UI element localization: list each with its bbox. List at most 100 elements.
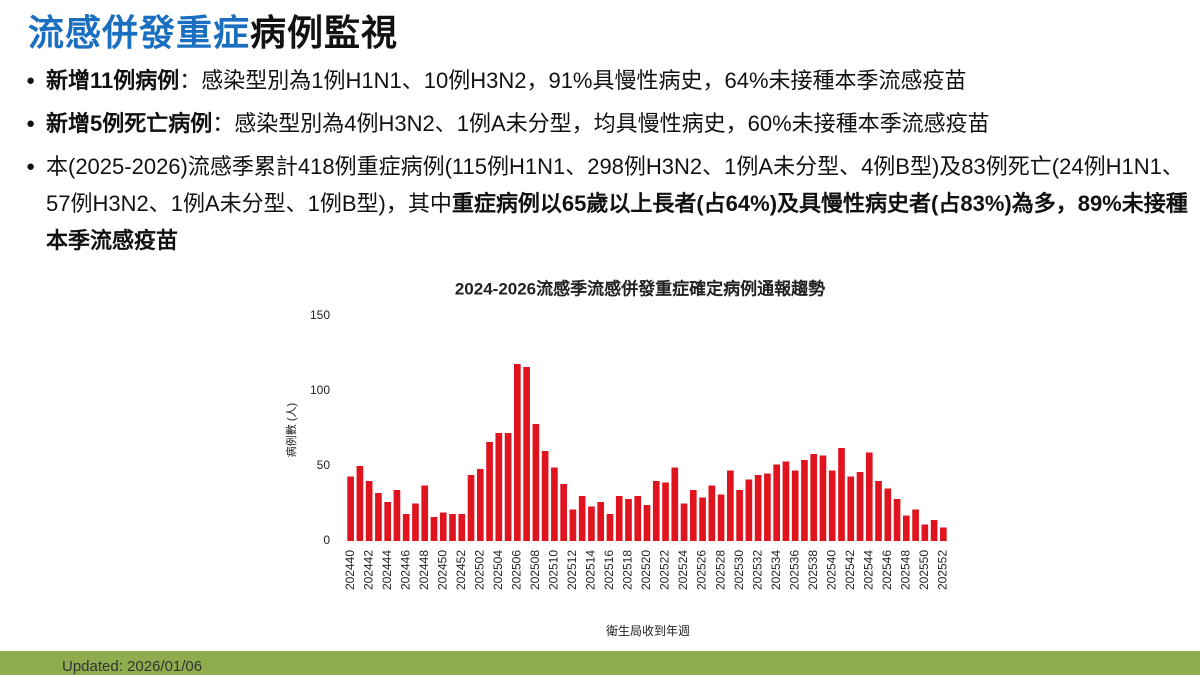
- x-tick-label: 202536: [787, 550, 801, 590]
- chart-title: 2024-2026流感季流感併發重症確定病例通報趨勢: [455, 278, 825, 298]
- x-tick-label: 202544: [861, 550, 875, 590]
- bar: [865, 452, 873, 541]
- bullet: 新增11例病例：感染型別為1例H1N1、10例H3N2，91%具慢性病史，64%…: [26, 62, 1191, 99]
- chart: 2024-2026流感季流感併發重症確定病例通報趨勢 病例數 (人) 衛生局收到…: [284, 278, 950, 638]
- bullet-list: 新增11例病例：感染型別為1例H1N1、10例H3N2，91%具慢性病史，64%…: [26, 62, 1191, 265]
- footer-bar: [0, 651, 1200, 675]
- bar: [421, 485, 429, 541]
- title-part: 病例監視: [250, 12, 399, 53]
- bar: [606, 514, 614, 541]
- x-tick-label: 202512: [565, 550, 579, 590]
- bar: [551, 467, 558, 541]
- bullet: 新增5例死亡病例：感染型別為4例H3N2、1例A未分型，均具慢性病史，60%未接…: [26, 105, 1191, 142]
- bar: [458, 514, 466, 541]
- bar: [569, 509, 577, 541]
- bar: [754, 475, 762, 541]
- x-tick-label: 202538: [806, 550, 820, 590]
- bar: [560, 484, 567, 541]
- bar: [745, 479, 753, 541]
- x-tick-label: 202440: [343, 550, 357, 590]
- x-tick-label: 202534: [769, 550, 783, 590]
- bar: [893, 499, 901, 541]
- x-tick-label: 202450: [435, 550, 449, 590]
- bar: [838, 448, 845, 541]
- bar: [439, 512, 447, 541]
- bar: [514, 364, 521, 541]
- text: 本(2025-2026)流感季累計418例重症病例(115例H1N1、298例H…: [46, 154, 1184, 216]
- bar: [384, 502, 392, 541]
- x-tick-label: 202448: [417, 550, 431, 590]
- bar: [699, 497, 706, 541]
- bar: [375, 493, 382, 541]
- bar: [652, 481, 660, 541]
- x-tick-label: 202526: [695, 550, 709, 590]
- bar: [347, 476, 354, 541]
- bar: [532, 424, 540, 541]
- bold-text: 新增11例病例: [46, 68, 180, 93]
- bar: [782, 461, 790, 541]
- bar: [773, 464, 780, 541]
- x-tick-label: 202550: [917, 550, 931, 590]
- bar: [940, 527, 947, 541]
- bar: [856, 472, 864, 541]
- bar: [736, 490, 743, 541]
- bar: [828, 470, 836, 541]
- x-tick-label: 202452: [454, 550, 468, 590]
- bar: [597, 502, 605, 541]
- updated-date: Updated: 2026/01/06: [62, 658, 203, 675]
- x-tick-label: 202508: [528, 550, 542, 590]
- text: ：感染型別為4例H3N2、1例A未分型，均具慢性病史，60%未接種本季流感疫苗: [212, 111, 990, 136]
- bar: [810, 454, 818, 541]
- y-tick-label: 150: [310, 308, 330, 322]
- bar: [875, 481, 882, 541]
- x-tick-label: 202530: [732, 550, 746, 590]
- y-axis-label: 病例數 (人): [284, 403, 298, 457]
- bar: [634, 496, 642, 541]
- bar: [430, 517, 438, 541]
- bar: [523, 367, 530, 541]
- bar: [541, 451, 549, 541]
- bar: [671, 467, 679, 541]
- x-tick-label: 202522: [658, 550, 672, 590]
- x-tick-label: 202548: [898, 550, 912, 590]
- x-tick-label: 202540: [824, 550, 838, 590]
- bar: [495, 433, 503, 541]
- bar: [643, 505, 651, 541]
- bar: [680, 503, 688, 541]
- bar: [902, 515, 910, 541]
- bar: [486, 442, 493, 541]
- x-tick-label: 202524: [676, 550, 690, 590]
- x-tick-label: 202446: [398, 550, 412, 590]
- x-tick-label: 202518: [621, 550, 635, 590]
- x-tick-label: 202520: [639, 550, 653, 590]
- x-tick-label: 202514: [584, 550, 598, 590]
- bar: [727, 470, 734, 541]
- x-tick-label: 202516: [602, 550, 616, 590]
- x-tick-label: 202552: [936, 550, 950, 590]
- bar: [717, 494, 725, 541]
- bar: [847, 476, 855, 541]
- bar: [588, 506, 595, 541]
- bar: [365, 481, 373, 541]
- bar: [801, 460, 808, 541]
- bold-text: 新增5例死亡病例: [46, 111, 213, 136]
- bar: [625, 499, 632, 541]
- bar: [402, 514, 410, 541]
- x-tick-label: 202532: [750, 550, 764, 590]
- bar: [708, 485, 716, 541]
- bar: [689, 490, 697, 541]
- bar: [476, 469, 484, 541]
- bar: [412, 503, 419, 541]
- bar: [467, 475, 475, 541]
- bar: [921, 524, 929, 541]
- bar: [930, 520, 938, 541]
- bar: [504, 433, 512, 541]
- bar: [356, 466, 364, 541]
- bullet: 本(2025-2026)流感季累計418例重症病例(115例H1N1、298例H…: [26, 148, 1191, 259]
- bar: [578, 496, 586, 541]
- x-tick-label: 202442: [361, 550, 375, 590]
- slide-title: 流感併發重症病例監視: [28, 4, 398, 56]
- bar: [884, 488, 892, 541]
- bar: [615, 496, 623, 541]
- bar: [819, 455, 827, 541]
